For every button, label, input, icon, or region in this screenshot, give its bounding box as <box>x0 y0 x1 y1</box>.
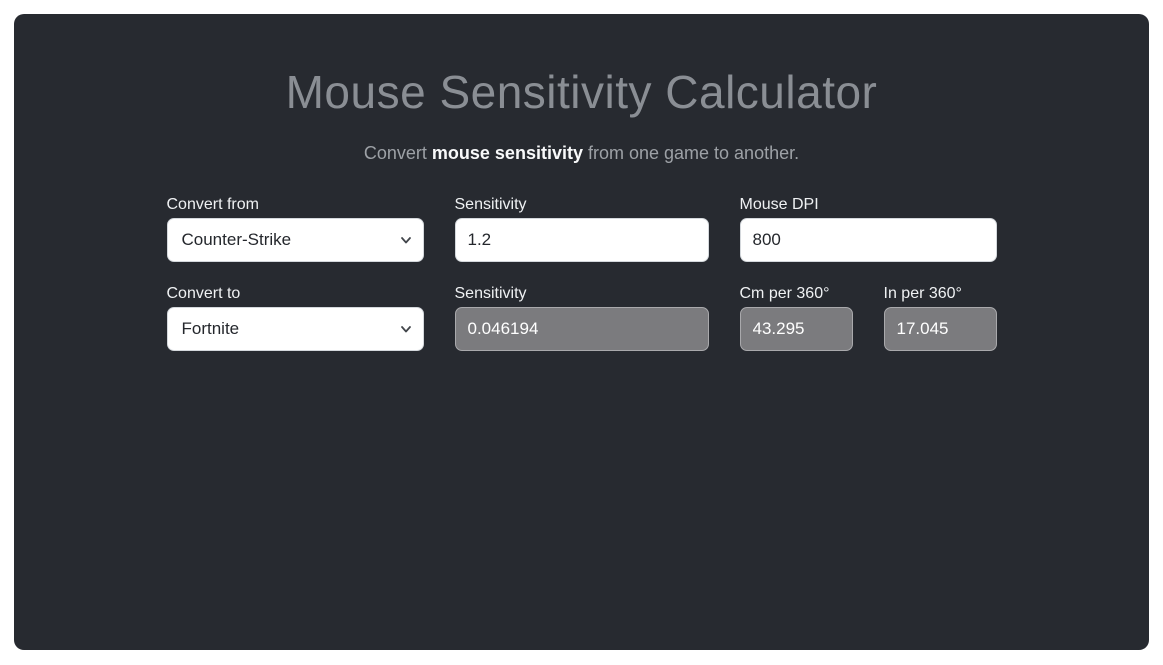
sensitivity-input[interactable] <box>454 217 709 262</box>
convert-from-label: Convert from <box>166 195 259 213</box>
in-per-360-output <box>883 306 997 351</box>
cm-per-360-label: Cm per 360° <box>739 284 830 302</box>
subtitle-prefix: Convert <box>363 142 432 163</box>
in-per-360-label: In per 360° <box>883 284 962 302</box>
subtitle-suffix: from one game to another. <box>582 142 800 163</box>
mouse-dpi-label: Mouse DPI <box>739 195 819 213</box>
converter-form: Convert from Counter-Strike Sensitivity … <box>166 195 997 351</box>
cm-per-360-output <box>739 306 853 351</box>
convert-from-select-wrap: Counter-Strike <box>166 217 424 262</box>
calculator-card: Mouse Sensitivity Calculator Convert mou… <box>14 14 1149 650</box>
cm-per-360-field: Cm per 360° <box>739 284 853 351</box>
convert-to-field: Convert to Fortnite <box>166 284 424 351</box>
page-title: Mouse Sensitivity Calculator <box>285 66 878 118</box>
sensitivity-input-field: Sensitivity <box>454 195 709 262</box>
mouse-dpi-field: Mouse DPI <box>739 195 997 262</box>
per-360-fields: Cm per 360° In per 360° <box>739 284 997 351</box>
in-per-360-field: In per 360° <box>883 284 997 351</box>
sensitivity-output-field: Sensitivity <box>454 284 709 351</box>
convert-to-select[interactable]: Fortnite <box>166 306 424 351</box>
convert-from-select[interactable]: Counter-Strike <box>166 217 424 262</box>
mouse-dpi-input[interactable] <box>739 217 997 262</box>
sensitivity-output <box>454 306 709 351</box>
page-subtitle: Convert mouse sensitivity from one game … <box>14 140 1149 166</box>
sensitivity-input-label: Sensitivity <box>454 195 527 213</box>
convert-to-label: Convert to <box>166 284 241 302</box>
convert-from-field: Convert from Counter-Strike <box>166 195 424 262</box>
subtitle-emphasis: mouse sensitivity <box>431 142 583 163</box>
sensitivity-output-label: Sensitivity <box>454 284 527 302</box>
convert-to-select-wrap: Fortnite <box>166 306 424 351</box>
